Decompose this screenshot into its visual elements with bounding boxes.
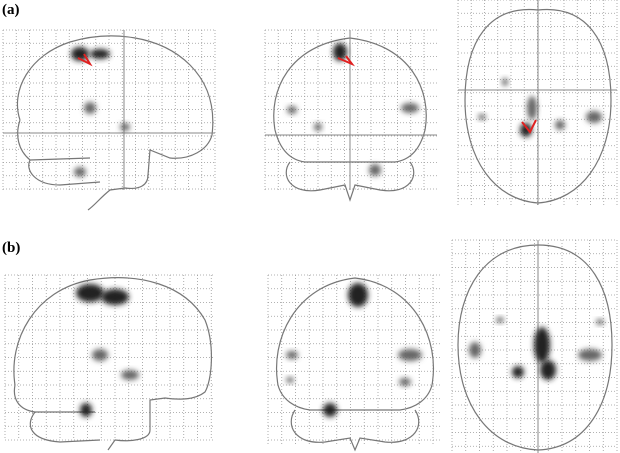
brain-outline xyxy=(276,277,434,452)
activation xyxy=(578,349,602,361)
activation xyxy=(314,123,322,131)
panel-label: (a) xyxy=(2,2,20,18)
activation xyxy=(74,167,86,177)
activation xyxy=(399,378,411,386)
cursor-arrow xyxy=(521,119,537,134)
activation xyxy=(120,123,130,131)
activation xyxy=(401,103,419,113)
activation xyxy=(84,102,96,114)
activation xyxy=(286,351,298,359)
activation xyxy=(586,111,602,123)
activation xyxy=(398,349,422,361)
coronal-view xyxy=(276,277,434,452)
activation xyxy=(555,120,565,130)
activation xyxy=(80,403,92,417)
activation xyxy=(520,123,532,137)
activation xyxy=(286,377,294,383)
activation xyxy=(333,43,347,61)
panel-label: (b) xyxy=(2,240,20,256)
axial-view xyxy=(457,240,613,453)
activation xyxy=(323,403,337,417)
activation xyxy=(92,349,108,361)
sagittal-view xyxy=(13,277,213,451)
activation xyxy=(469,342,481,358)
brain-outline xyxy=(273,37,427,202)
activation xyxy=(76,284,104,302)
activation xyxy=(90,49,110,59)
activation xyxy=(71,47,89,61)
activation xyxy=(478,114,486,120)
activation xyxy=(496,317,504,323)
activation xyxy=(534,327,550,363)
activation xyxy=(540,360,556,380)
coronal-view xyxy=(265,30,437,202)
sagittal-view xyxy=(3,30,215,211)
cursor-arrow xyxy=(77,53,93,67)
brain-outline xyxy=(16,35,214,211)
activation xyxy=(369,164,381,176)
activation xyxy=(527,96,537,120)
activation xyxy=(121,370,139,380)
activation xyxy=(512,366,524,378)
activation xyxy=(596,319,604,325)
activation xyxy=(348,283,368,307)
axial-view xyxy=(458,0,617,205)
activation xyxy=(101,289,129,305)
activation xyxy=(502,78,508,86)
cursor-arrow xyxy=(337,55,356,67)
activation xyxy=(287,106,297,114)
